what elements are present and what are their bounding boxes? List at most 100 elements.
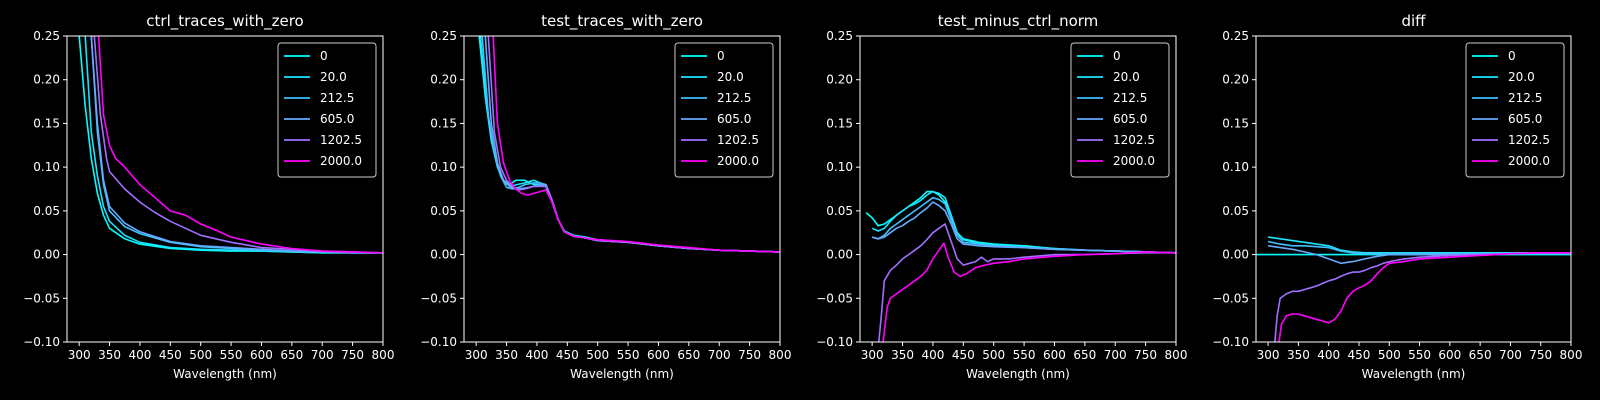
x-tick-label: 650 bbox=[280, 348, 303, 362]
y-tick-label: 0.20 bbox=[33, 73, 60, 87]
y-tick-label: 0.05 bbox=[1222, 204, 1249, 218]
chart-title: test_traces_with_zero bbox=[541, 12, 703, 31]
legend-label: 20.0 bbox=[1113, 70, 1140, 84]
x-tick-label: 600 bbox=[250, 348, 273, 362]
series-group bbox=[478, 36, 780, 253]
chart-panel-3: test_minus_ctrl_norm −0.10 −0.05 0.00 0.05 0.… bbox=[816, 12, 1187, 381]
x-tick-label: 650 bbox=[1469, 348, 1492, 362]
x-tick-label: 400 bbox=[921, 348, 944, 362]
y-tick-label: −0.05 bbox=[816, 291, 853, 305]
y-tick-label: 0.25 bbox=[826, 29, 853, 43]
y-tick-label: 0.00 bbox=[33, 248, 60, 262]
legend: 0 20.0 212.5 605.0 1202.5 2000.0 bbox=[1465, 42, 1565, 178]
chart-panel-2: test_traces_with_zero −0.10 −0.05 0.00 0.05 0… bbox=[420, 12, 791, 381]
y-tick-label: 0.00 bbox=[430, 248, 457, 262]
legend-label: 605.0 bbox=[1508, 112, 1542, 126]
y-tick-label: −0.05 bbox=[420, 291, 457, 305]
x-tick-label: 550 bbox=[1408, 348, 1431, 362]
x-tick-label: 750 bbox=[341, 348, 364, 362]
x-tick-label: 350 bbox=[495, 348, 518, 362]
x-tick-label: 800 bbox=[769, 348, 792, 362]
x-tick-label: 700 bbox=[1104, 348, 1127, 362]
x-tick-label: 550 bbox=[617, 348, 640, 362]
x-tick-label: 700 bbox=[311, 348, 334, 362]
legend-label: 20.0 bbox=[320, 70, 347, 84]
y-tick-label: −0.10 bbox=[1212, 335, 1249, 349]
legend-label: 1202.5 bbox=[717, 133, 759, 147]
legend-label: 2000.0 bbox=[1113, 154, 1155, 168]
x-tick-label: 800 bbox=[1165, 348, 1188, 362]
x-tick-label: 400 bbox=[525, 348, 548, 362]
chart-panel-1: ctrl_traces_with_zero −0.10 −0.05 0.00 0.05 0… bbox=[23, 12, 394, 381]
series-group bbox=[78, 36, 383, 254]
y-tick-label: 0.00 bbox=[1222, 248, 1249, 262]
y-tick-label: −0.10 bbox=[420, 335, 457, 349]
legend-label: 0 bbox=[1113, 49, 1121, 63]
legend-label: 212.5 bbox=[1508, 91, 1542, 105]
y-tick-label: 0.05 bbox=[430, 204, 457, 218]
y-tick-label: 0.05 bbox=[33, 204, 60, 218]
x-tick-label: 800 bbox=[1560, 348, 1583, 362]
y-tick-label: 0.20 bbox=[1222, 73, 1249, 87]
x-axis-label: Wavelength (nm) bbox=[1362, 367, 1466, 381]
series-group bbox=[1256, 236, 1571, 342]
y-tick-label: 0.25 bbox=[33, 29, 60, 43]
x-tick-label: 500 bbox=[1378, 348, 1401, 362]
series-line-2000.0 bbox=[882, 242, 1176, 342]
x-tick-label: 600 bbox=[647, 348, 670, 362]
x-tick-label: 750 bbox=[738, 348, 761, 362]
x-tick-label: 450 bbox=[952, 348, 975, 362]
legend-label: 0 bbox=[1508, 49, 1516, 63]
x-tick-label: 600 bbox=[1438, 348, 1461, 362]
x-axis-label: Wavelength (nm) bbox=[966, 367, 1070, 381]
series-line-2000.0 bbox=[1278, 252, 1571, 342]
legend-label: 212.5 bbox=[320, 91, 354, 105]
y-tick-label: 0.05 bbox=[826, 204, 853, 218]
legend-label: 20.0 bbox=[1508, 70, 1535, 84]
legend-label: 212.5 bbox=[717, 91, 751, 105]
legend-label: 20.0 bbox=[717, 70, 744, 84]
y-tick-label: 0.10 bbox=[33, 160, 60, 174]
x-tick-label: 300 bbox=[68, 348, 91, 362]
x-tick-label: 450 bbox=[159, 348, 182, 362]
x-tick-label: 550 bbox=[1013, 348, 1036, 362]
axes-frame bbox=[66, 35, 384, 343]
legend-label: 2000.0 bbox=[320, 154, 362, 168]
x-tick-label: 300 bbox=[861, 348, 884, 362]
x-tick-label: 700 bbox=[708, 348, 731, 362]
legend-label: 1202.5 bbox=[1508, 133, 1550, 147]
axes-frame bbox=[1255, 35, 1572, 343]
legend-label: 212.5 bbox=[1113, 91, 1147, 105]
x-axis-label: Wavelength (nm) bbox=[570, 367, 674, 381]
y-tick-label: 0.00 bbox=[826, 248, 853, 262]
x-tick-label: 350 bbox=[891, 348, 914, 362]
x-tick-label: 500 bbox=[586, 348, 609, 362]
x-tick-label: 300 bbox=[465, 348, 488, 362]
x-tick-label: 500 bbox=[189, 348, 212, 362]
series-line-20.0 bbox=[84, 36, 383, 254]
series-line-20.0 bbox=[1267, 236, 1571, 254]
series-line-1202.5 bbox=[878, 223, 1176, 342]
y-tick-label: 0.15 bbox=[826, 116, 853, 130]
x-tick-label: 650 bbox=[677, 348, 700, 362]
x-tick-label: 700 bbox=[1499, 348, 1522, 362]
legend-label: 605.0 bbox=[320, 112, 354, 126]
x-tick-label: 750 bbox=[1134, 348, 1157, 362]
legend-label: 0 bbox=[320, 49, 328, 63]
legend-label: 2000.0 bbox=[717, 154, 759, 168]
series-line-2000.0 bbox=[97, 36, 383, 254]
y-tick-label: 0.10 bbox=[1222, 160, 1249, 174]
y-tick-label: −0.10 bbox=[816, 335, 853, 349]
y-tick-label: −0.05 bbox=[23, 291, 60, 305]
x-tick-label: 350 bbox=[1287, 348, 1310, 362]
y-tick-label: 0.15 bbox=[430, 116, 457, 130]
legend-label: 2000.0 bbox=[1508, 154, 1550, 168]
series-line-605.0 bbox=[90, 36, 383, 254]
x-tick-label: 800 bbox=[372, 348, 395, 362]
y-tick-label: 0.20 bbox=[826, 73, 853, 87]
chart-title: test_minus_ctrl_norm bbox=[938, 12, 1099, 31]
y-tick-label: 0.15 bbox=[33, 116, 60, 130]
x-tick-label: 400 bbox=[128, 348, 151, 362]
x-tick-label: 450 bbox=[1348, 348, 1371, 362]
